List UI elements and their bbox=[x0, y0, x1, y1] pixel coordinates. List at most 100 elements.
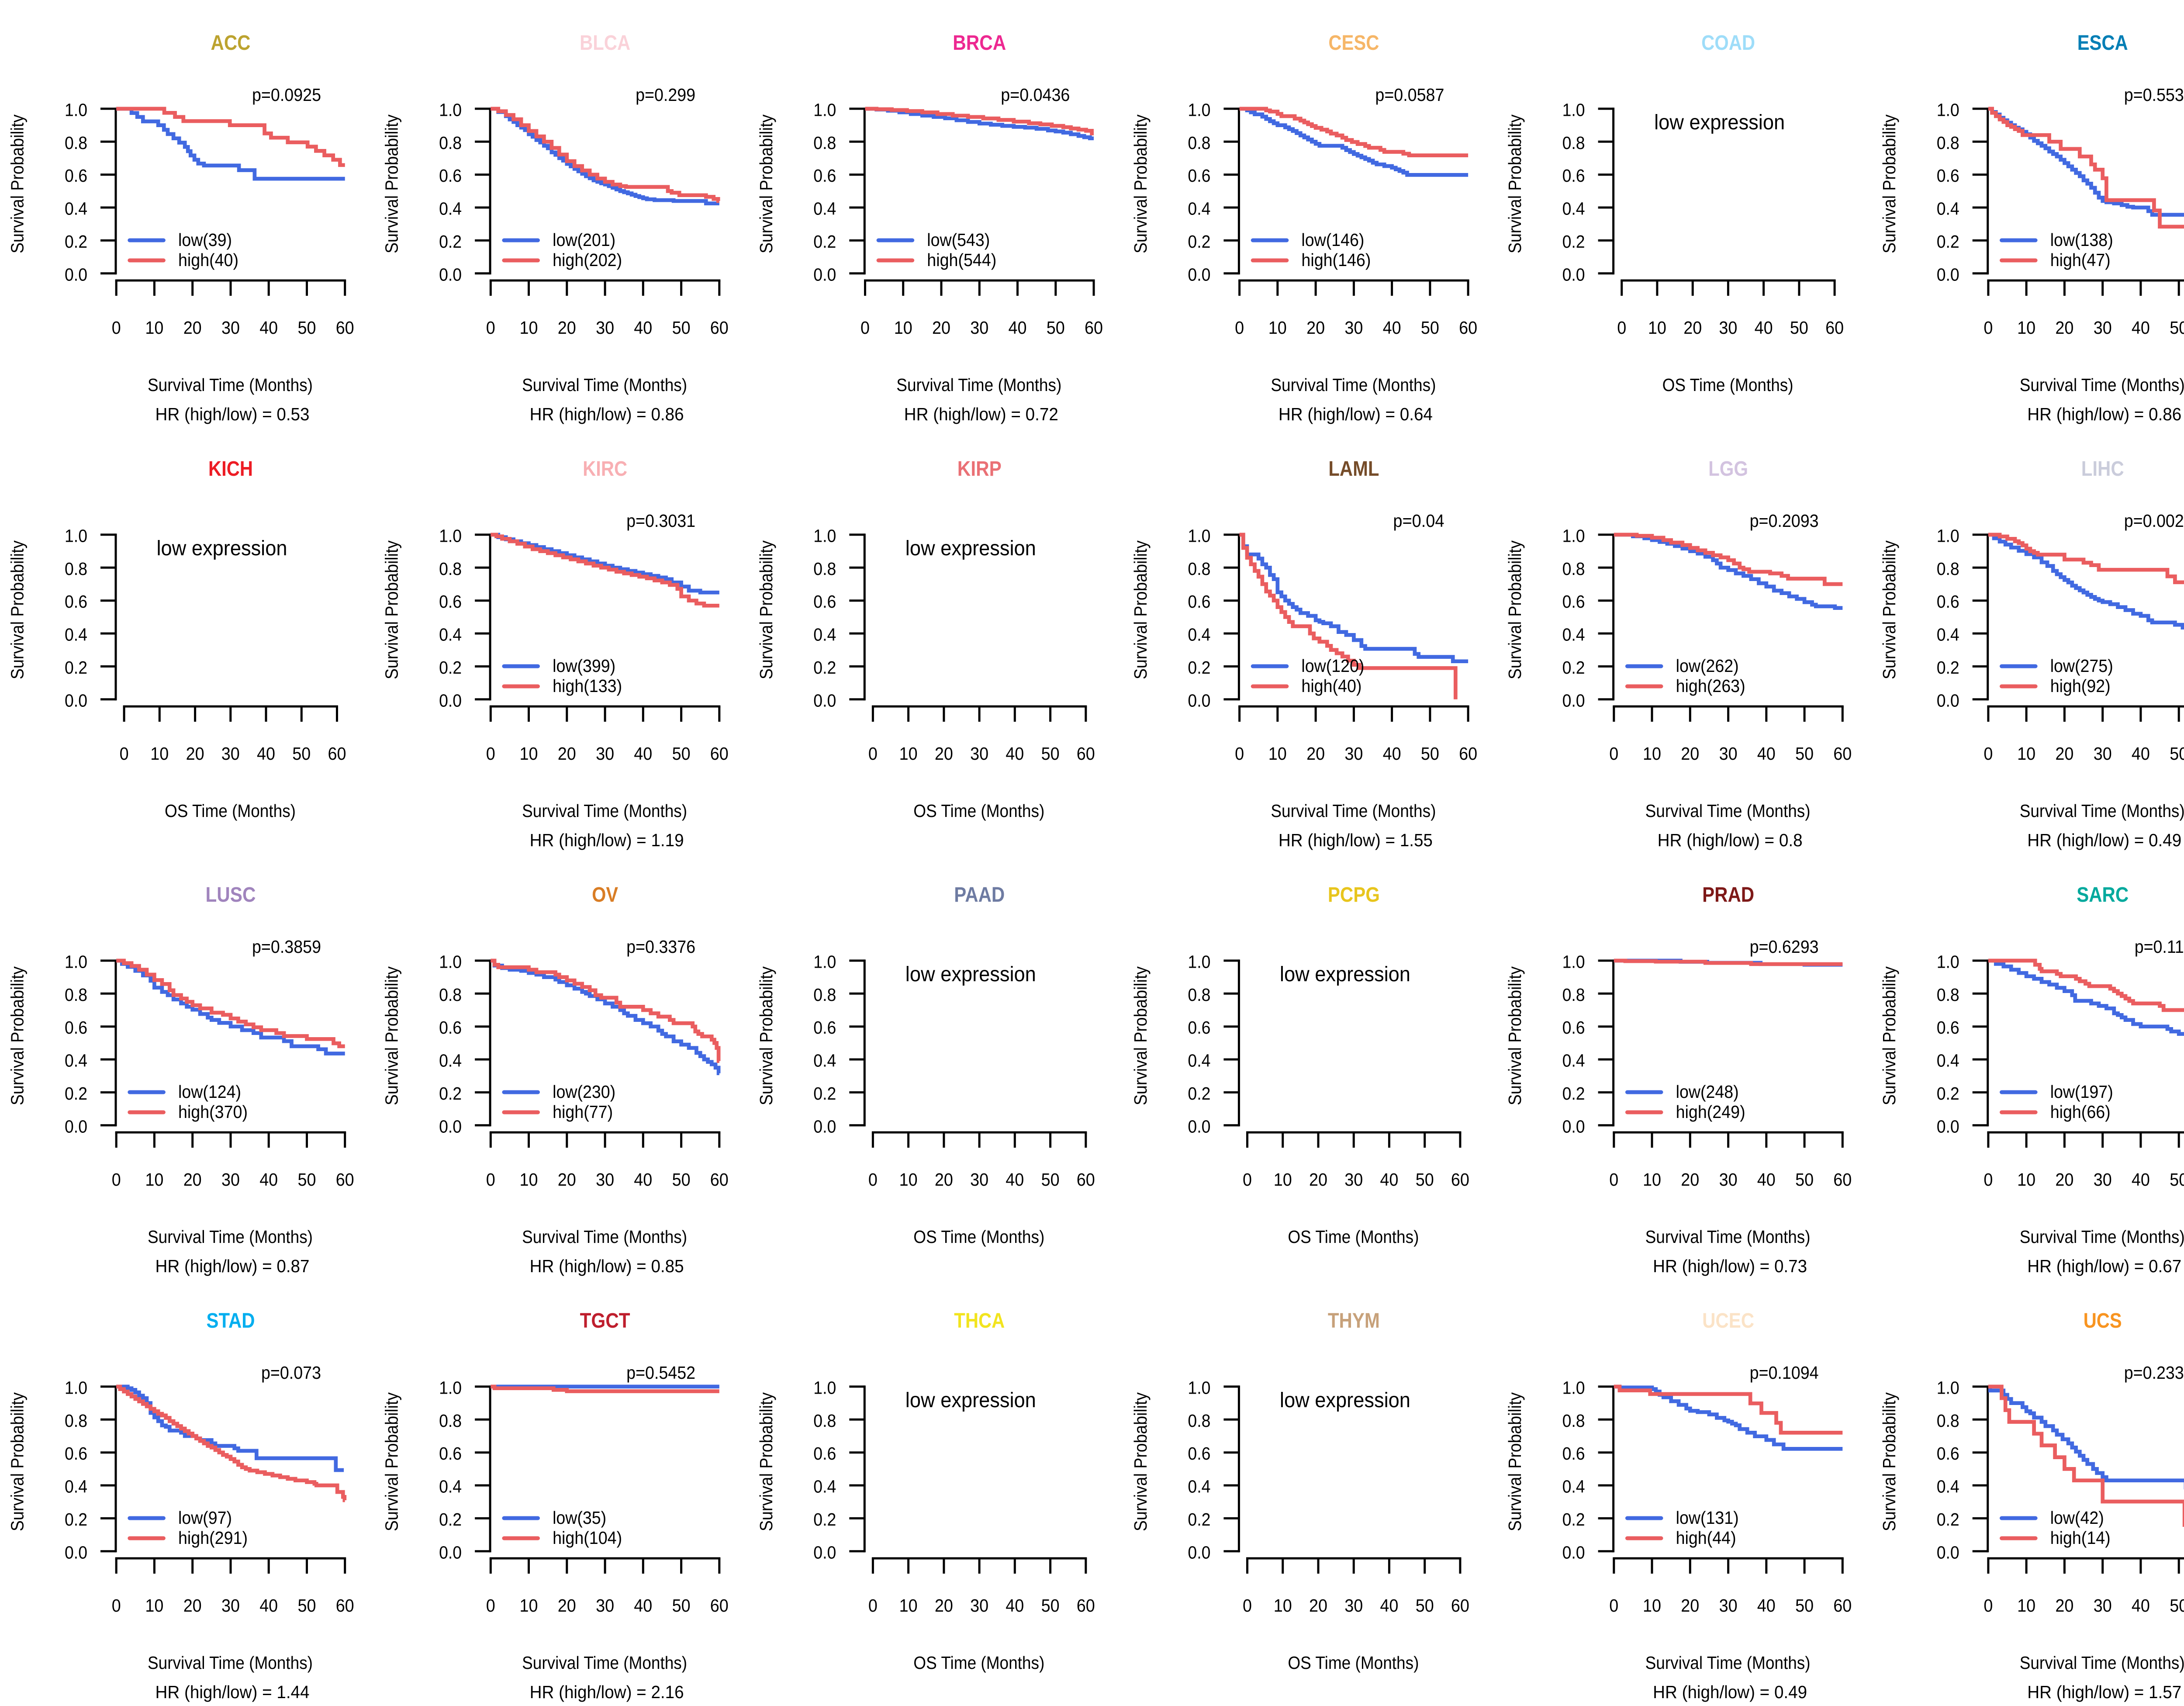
svg-text:Survival Time (Months): Survival Time (Months) bbox=[148, 1653, 313, 1673]
svg-text:30: 30 bbox=[1719, 744, 1738, 764]
svg-text:20: 20 bbox=[2055, 1595, 2073, 1616]
svg-text:high(263): high(263) bbox=[1676, 676, 1745, 696]
svg-text:50: 50 bbox=[1790, 318, 1808, 338]
svg-text:1.0: 1.0 bbox=[1937, 952, 1959, 972]
svg-text:0.4: 0.4 bbox=[813, 1477, 836, 1497]
svg-text:low(543): low(543) bbox=[927, 230, 990, 250]
svg-text:0.6: 0.6 bbox=[65, 1017, 87, 1038]
svg-text:low(138): low(138) bbox=[2050, 230, 2113, 250]
svg-text:0.2: 0.2 bbox=[1937, 1083, 1959, 1104]
svg-text:30: 30 bbox=[1719, 1170, 1738, 1190]
svg-text:p=0.3031: p=0.3031 bbox=[626, 511, 695, 531]
svg-text:HR (high/low) = 2.16: HR (high/low) = 2.16 bbox=[530, 1682, 684, 1702]
svg-text:p=0.2337: p=0.2337 bbox=[2124, 1363, 2184, 1383]
svg-text:0.8: 0.8 bbox=[1562, 559, 1585, 579]
svg-text:0.2: 0.2 bbox=[439, 657, 462, 678]
svg-text:Survival Time (Months): Survival Time (Months) bbox=[2020, 1653, 2184, 1673]
svg-text:0.0: 0.0 bbox=[1937, 1542, 1959, 1562]
svg-text:20: 20 bbox=[1306, 318, 1325, 338]
svg-text:0.2: 0.2 bbox=[65, 1083, 87, 1104]
svg-text:0.8: 0.8 bbox=[1937, 133, 1959, 153]
svg-text:0.6: 0.6 bbox=[1937, 1443, 1959, 1464]
svg-text:0.4: 0.4 bbox=[1188, 1051, 1210, 1071]
svg-text:PAAD: PAAD bbox=[954, 883, 1005, 907]
svg-text:0.8: 0.8 bbox=[439, 133, 462, 153]
svg-text:Survival Probability: Survival Probability bbox=[382, 114, 402, 253]
svg-text:0: 0 bbox=[1984, 744, 1993, 764]
svg-text:60: 60 bbox=[1451, 1170, 1469, 1190]
svg-text:0.6: 0.6 bbox=[65, 592, 87, 612]
svg-text:30: 30 bbox=[596, 318, 614, 338]
svg-text:0.8: 0.8 bbox=[65, 1411, 87, 1431]
svg-text:OS Time (Months): OS Time (Months) bbox=[913, 801, 1044, 821]
svg-text:40: 40 bbox=[1757, 744, 1776, 764]
svg-text:0.2: 0.2 bbox=[1937, 657, 1959, 678]
svg-text:10: 10 bbox=[2017, 744, 2035, 764]
svg-text:0.4: 0.4 bbox=[813, 199, 836, 219]
svg-text:0.0: 0.0 bbox=[1188, 264, 1210, 284]
svg-text:Survival Time (Months): Survival Time (Months) bbox=[522, 1653, 687, 1673]
svg-text:Survival Probability: Survival Probability bbox=[1130, 1392, 1151, 1531]
svg-text:LUSC: LUSC bbox=[206, 883, 256, 907]
svg-text:TGCT: TGCT bbox=[580, 1309, 630, 1332]
svg-text:0.8: 0.8 bbox=[813, 985, 836, 1005]
svg-text:0.2: 0.2 bbox=[1562, 232, 1585, 252]
svg-text:HR (high/low) = 0.85: HR (high/low) = 0.85 bbox=[530, 1256, 684, 1276]
svg-text:10: 10 bbox=[1268, 318, 1287, 338]
svg-text:20: 20 bbox=[935, 1595, 953, 1616]
svg-text:30: 30 bbox=[221, 1170, 240, 1190]
svg-text:10: 10 bbox=[145, 1170, 163, 1190]
svg-text:20: 20 bbox=[1681, 744, 1699, 764]
svg-text:10: 10 bbox=[145, 318, 163, 338]
svg-text:40: 40 bbox=[634, 1170, 652, 1190]
svg-text:HR (high/low) = 1.57: HR (high/low) = 1.57 bbox=[2027, 1682, 2181, 1702]
svg-text:0: 0 bbox=[1984, 1595, 1993, 1616]
svg-text:high(202): high(202) bbox=[553, 250, 622, 270]
svg-text:0.0: 0.0 bbox=[813, 1116, 836, 1136]
svg-text:OS Time (Months): OS Time (Months) bbox=[1288, 1227, 1419, 1247]
svg-text:high(66): high(66) bbox=[2050, 1102, 2111, 1122]
svg-text:30: 30 bbox=[2094, 318, 2112, 338]
svg-text:Survival Time (Months): Survival Time (Months) bbox=[1645, 1227, 1811, 1247]
svg-text:40: 40 bbox=[1383, 744, 1401, 764]
svg-text:0.4: 0.4 bbox=[1188, 1477, 1210, 1497]
svg-text:0: 0 bbox=[112, 1595, 121, 1616]
svg-text:1.0: 1.0 bbox=[65, 100, 87, 120]
svg-text:20: 20 bbox=[1309, 1170, 1327, 1190]
svg-text:20: 20 bbox=[183, 318, 202, 338]
svg-text:0.8: 0.8 bbox=[439, 559, 462, 579]
svg-text:p=0.073: p=0.073 bbox=[261, 1363, 321, 1383]
svg-text:60: 60 bbox=[710, 744, 729, 764]
svg-text:KIRC: KIRC bbox=[583, 457, 627, 481]
svg-text:0.6: 0.6 bbox=[1188, 592, 1210, 612]
svg-text:0.4: 0.4 bbox=[1562, 1477, 1585, 1497]
svg-text:0.0: 0.0 bbox=[1188, 690, 1210, 710]
svg-text:HR (high/low) = 0.53: HR (high/low) = 0.53 bbox=[156, 404, 310, 424]
svg-text:1.0: 1.0 bbox=[813, 100, 836, 120]
svg-text:HR (high/low) = 0.86: HR (high/low) = 0.86 bbox=[2027, 404, 2181, 424]
svg-text:30: 30 bbox=[596, 744, 614, 764]
svg-text:THYM: THYM bbox=[1328, 1309, 1380, 1332]
svg-text:0.0: 0.0 bbox=[1562, 264, 1585, 284]
svg-text:0.4: 0.4 bbox=[1937, 1477, 1959, 1497]
svg-text:40: 40 bbox=[2132, 1170, 2150, 1190]
svg-text:50: 50 bbox=[298, 1170, 316, 1190]
svg-text:Survival Probability: Survival Probability bbox=[756, 1392, 776, 1531]
svg-text:high(40): high(40) bbox=[178, 250, 238, 270]
svg-text:low(124): low(124) bbox=[178, 1082, 241, 1102]
svg-text:40: 40 bbox=[2132, 1595, 2150, 1616]
svg-text:OV: OV bbox=[592, 883, 618, 907]
svg-text:1.0: 1.0 bbox=[1188, 100, 1210, 120]
svg-text:40: 40 bbox=[1006, 1595, 1024, 1616]
svg-text:0.2: 0.2 bbox=[65, 1509, 87, 1530]
svg-text:0: 0 bbox=[486, 744, 495, 764]
svg-text:Survival Probability: Survival Probability bbox=[1505, 1392, 1525, 1531]
svg-text:0.0: 0.0 bbox=[65, 1542, 87, 1562]
svg-text:0.0: 0.0 bbox=[65, 264, 87, 284]
svg-text:0.6: 0.6 bbox=[439, 1017, 462, 1038]
svg-text:50: 50 bbox=[298, 1595, 316, 1616]
svg-text:0: 0 bbox=[1609, 744, 1618, 764]
svg-text:low expression: low expression bbox=[905, 963, 1036, 986]
svg-text:60: 60 bbox=[1077, 744, 1095, 764]
svg-text:0.4: 0.4 bbox=[65, 199, 87, 219]
